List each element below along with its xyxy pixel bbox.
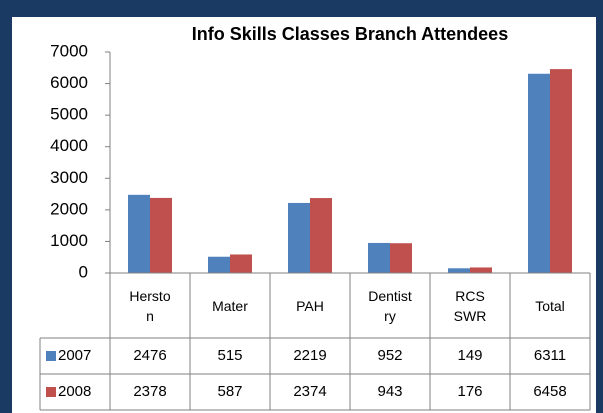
category-cell: Total [510,273,590,338]
x-tick-label: RCS SWR [453,287,487,324]
bar [550,69,572,273]
y-tick-label: 7000 [50,41,88,60]
legend-swatch [46,387,56,397]
x-tick-label: Herston [129,287,171,324]
table-value: 943 [377,383,402,400]
y-tick-label: 5000 [50,105,88,124]
bar [128,194,150,273]
y-tick-label: 0 [79,262,88,281]
y-tick-label: 4000 [50,136,88,155]
table-value: 515 [217,347,242,364]
y-tick-label: 6000 [50,73,88,92]
table-value: 2374 [293,383,326,400]
table-value: 2378 [133,383,166,400]
bar [390,243,412,273]
cell-wrap: Dentistry [350,273,430,338]
y-tick-label: 2000 [50,199,88,218]
cell-wrap: Herston [110,273,190,338]
legend-label: 2008 [58,383,91,400]
category-cell: Herston [110,273,190,338]
category-cell: PAH [270,273,350,338]
table-value: 2219 [293,347,326,364]
cell-wrap: PAH [270,273,350,338]
bar [470,267,492,273]
bar [288,202,310,273]
category-cell: RCS SWR [430,273,510,338]
cell-wrap: Total [510,273,590,338]
bar [310,198,332,273]
chart-title: Info Skills Classes Branch Attendees [192,24,508,44]
y-tick-label: 3000 [50,168,88,187]
table-value: 6311 [534,347,566,364]
table-value: 2476 [133,347,166,364]
legend-label: 2007 [58,347,91,364]
x-tick-label: Total [535,297,565,314]
bar [230,254,252,273]
x-tick-label: Mater [212,297,248,314]
table-value: 587 [217,383,242,400]
cell-wrap: RCS SWR [430,273,510,338]
category-cell: Mater [190,273,270,338]
category-cell: Dentistry [350,273,430,338]
bar [448,268,470,273]
x-tick-label: PAH [296,297,324,314]
bar [150,197,172,273]
table-value: 952 [377,347,402,364]
table-value: 149 [457,347,482,364]
y-tick-label: 1000 [50,231,88,250]
legend-swatch [46,351,56,361]
bar [528,73,550,273]
table-value: 176 [457,383,482,400]
bar [368,242,390,273]
x-tick-label: Dentistry [368,287,412,324]
table-value: 6458 [533,383,566,400]
bar [208,256,230,273]
cell-wrap: Mater [190,273,270,338]
